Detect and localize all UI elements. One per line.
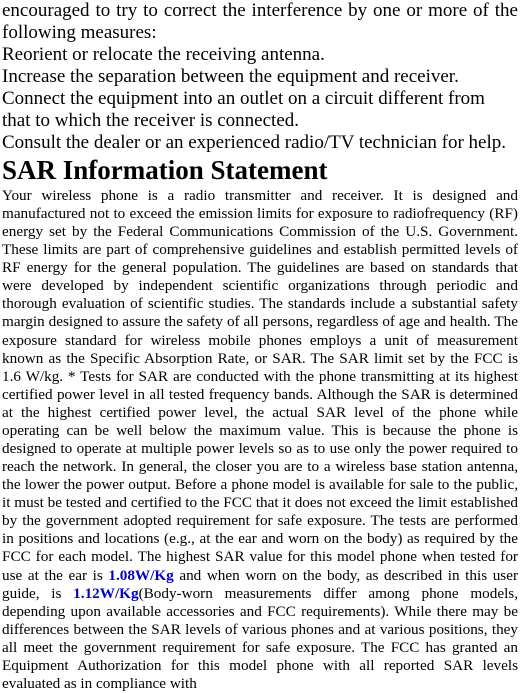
measures-list: Reorient or relocate the receiving anten… xyxy=(2,44,518,154)
sar-heading: SAR Information Statement xyxy=(2,156,518,186)
sar-body-value: 1.12W/Kg xyxy=(73,585,138,602)
measure-item: Connect the equipment into an outlet on … xyxy=(2,88,518,132)
sar-body-paragraph: Your wireless phone is a radio transmitt… xyxy=(2,187,518,693)
document-page: encouraged to try to correct the interfe… xyxy=(0,0,520,693)
sar-ear-value: 1.08W/Kg xyxy=(108,567,173,584)
measure-item: Reorient or relocate the receiving anten… xyxy=(2,44,518,66)
interference-intro: encouraged to try to correct the interfe… xyxy=(2,0,518,44)
sar-body-text-1: Your wireless phone is a radio transmitt… xyxy=(2,187,518,584)
measure-item: Increase the separation between the equi… xyxy=(2,66,518,88)
measure-item: Consult the dealer or an experienced rad… xyxy=(2,132,518,154)
